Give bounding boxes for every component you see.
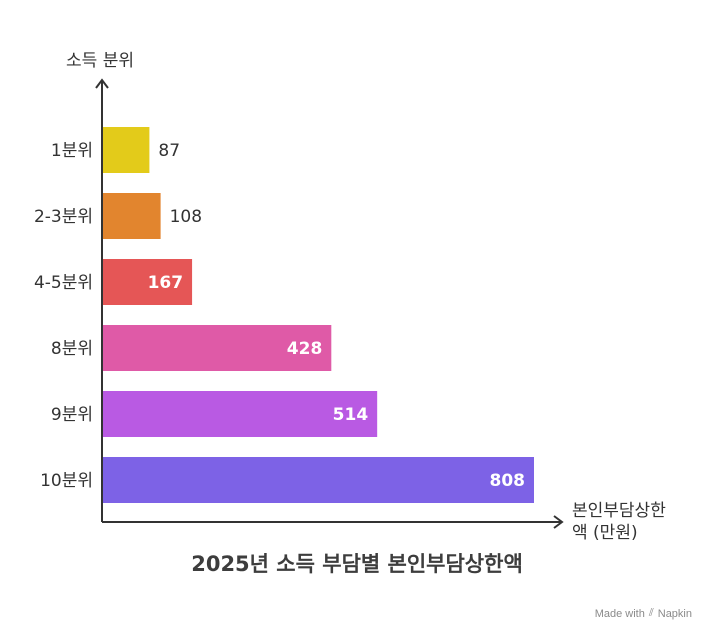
x-axis-title-line: 본인부담상한 bbox=[572, 501, 666, 521]
bar bbox=[103, 259, 193, 305]
x-axis-arrow-icon bbox=[553, 515, 564, 529]
y-axis-title: 소득 분위 bbox=[66, 51, 134, 71]
napkin-brand-text: Napkin bbox=[657, 607, 692, 620]
category-tick-label: 9분위 bbox=[51, 405, 93, 425]
bar-value-label: 808 bbox=[490, 471, 526, 491]
made-with-text: Made with bbox=[594, 607, 645, 620]
chart-axes bbox=[95, 78, 564, 529]
bar bbox=[103, 325, 332, 371]
bar-group bbox=[103, 127, 534, 503]
category-tick-label: 10분위 bbox=[40, 471, 93, 491]
napkin-logo-icon: ⫽ bbox=[648, 607, 654, 619]
category-tick-label: 2-3분위 bbox=[34, 207, 93, 227]
made-with-napkin-watermark[interactable]: Made with ⫽ Napkin bbox=[595, 607, 692, 620]
bar-value-label: 87 bbox=[158, 141, 180, 161]
bar bbox=[103, 391, 378, 437]
category-tick-label: 1분위 bbox=[51, 141, 93, 161]
bar-value-label: 108 bbox=[170, 207, 202, 227]
bar-value-label: 514 bbox=[333, 405, 369, 425]
bar bbox=[103, 127, 150, 173]
bar bbox=[103, 457, 534, 503]
bar-value-label: 167 bbox=[148, 273, 184, 293]
x-axis-title-line: 액 (만원) bbox=[572, 523, 638, 543]
chart-title: 2025년 소득 부담별 본인부담상한액 bbox=[191, 552, 523, 576]
bar-value-label: 428 bbox=[287, 339, 323, 359]
bar bbox=[103, 193, 161, 239]
category-tick-label: 4-5분위 bbox=[34, 273, 93, 293]
category-tick-label: 8분위 bbox=[51, 339, 93, 359]
y-axis-arrow-icon bbox=[95, 78, 109, 89]
